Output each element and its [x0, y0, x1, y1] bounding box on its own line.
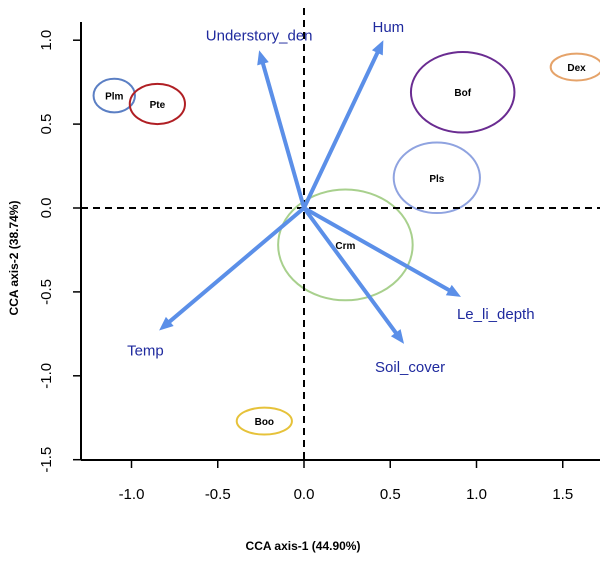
- group-ellipse-plm: [92, 77, 136, 114]
- arrowhead-le-li-depth: [445, 284, 461, 297]
- arrow-temp: [167, 206, 306, 324]
- arrow-understory-den: [260, 61, 306, 210]
- group-label-bof: Bof: [454, 88, 471, 99]
- y-tick-label: 0.0: [38, 198, 55, 219]
- y-tick-label: -1.0: [38, 363, 55, 389]
- group-label-pte: Pte: [150, 100, 166, 111]
- vector-label-temp: Temp: [127, 342, 164, 359]
- x-tick-label: 1.0: [466, 486, 487, 503]
- y-tick-label: -1.5: [38, 447, 55, 473]
- group-ellipse-bof: [409, 50, 516, 134]
- x-tick-label: 0.5: [380, 486, 401, 503]
- group-label-boo: Boo: [255, 417, 274, 428]
- arrowhead-soil-cover: [390, 329, 405, 344]
- group-ellipses: [92, 50, 600, 436]
- x-tick-label: -0.5: [205, 486, 231, 503]
- x-tick-label: 0.0: [294, 486, 315, 503]
- group-label-plm: Plm: [105, 92, 123, 103]
- group-ellipse-pte: [128, 82, 186, 126]
- group-ellipse-boo: [235, 406, 293, 436]
- reference-lines: [81, 8, 600, 460]
- vector-label-hum: Hum: [373, 19, 405, 36]
- vector-label-le-li-depth: Le_li_depth: [457, 306, 535, 323]
- arrowhead-temp: [159, 316, 174, 331]
- environment-vectors: [159, 40, 461, 344]
- group-label-dex: Dex: [567, 63, 586, 74]
- arrowhead-hum: [371, 40, 384, 56]
- group-ellipse-dex: [549, 52, 600, 82]
- x-tick-label: -1.0: [119, 486, 145, 503]
- axes: -1.0 -0.5 0.0 0.5 1.0 1.5 -1.5 -1.0 -0.5 0.0 0.5 1.…: [38, 22, 600, 503]
- vector-label-soil-cover: Soil_cover: [375, 359, 445, 376]
- arrow-le-li-depth: [302, 206, 451, 293]
- arrow-hum: [302, 50, 380, 210]
- chart-labels: Plm Pte Bof Dex Pls Crm Boo Understory_den Hum Le…: [105, 19, 586, 428]
- group-ellipse-pls: [392, 141, 481, 215]
- vector-label-understory-den: Understory_den: [206, 27, 313, 44]
- y-axis-label: CCA axis-2 (38.74%): [7, 201, 21, 316]
- arrowhead-understory-den: [257, 50, 269, 66]
- x-tick-label: 1.5: [552, 486, 573, 503]
- arrow-soil-cover: [302, 206, 398, 335]
- y-tick-label: 1.0: [38, 30, 55, 51]
- group-label-crm: Crm: [335, 241, 355, 252]
- y-tick-label: -0.5: [38, 279, 55, 305]
- x-axis-label: CCA axis-1 (44.90%): [246, 539, 361, 553]
- group-label-pls: Pls: [429, 174, 444, 185]
- group-ellipse-crm: [277, 188, 414, 302]
- y-tick-label: 0.5: [38, 114, 55, 135]
